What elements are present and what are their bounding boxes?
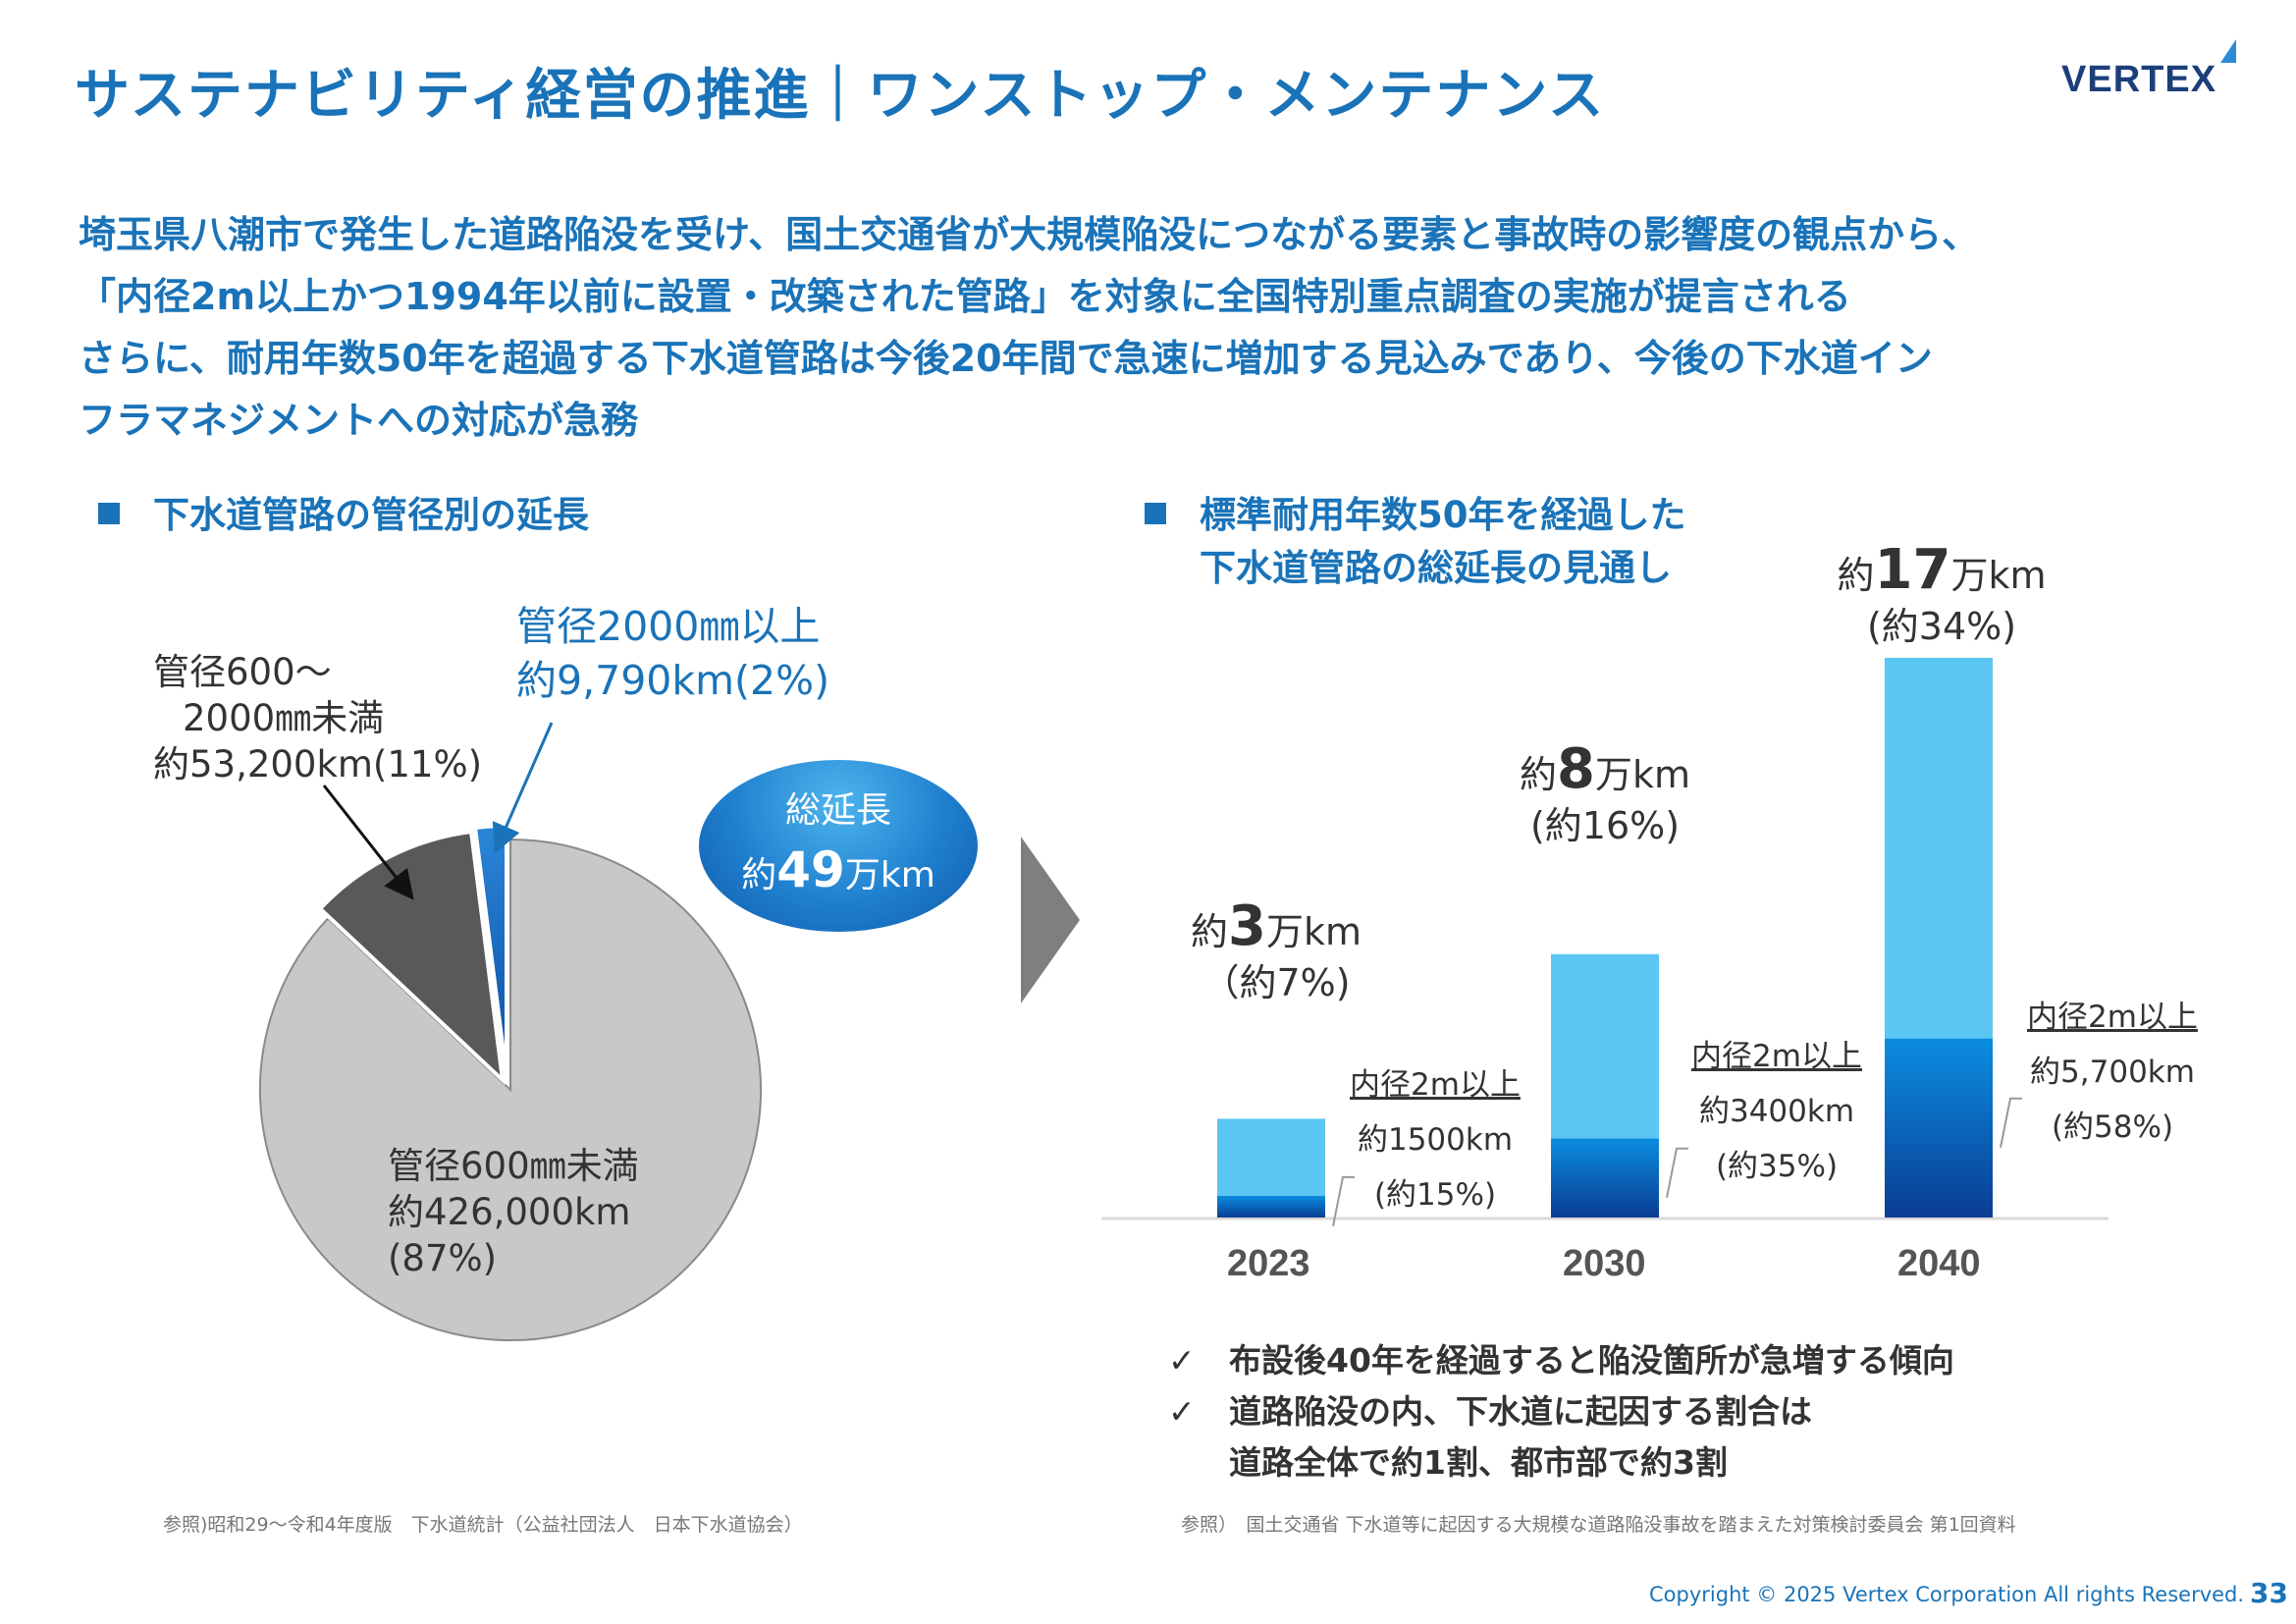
pie-label-line: 管径2000㎜以上 bbox=[516, 603, 821, 650]
right-reference: 参照） 国土交通省 下水道等に起因する大規模な道路陥没事故を踏まえた対策検討委員… bbox=[1181, 1514, 2016, 1536]
pie-label-medium: 管径600～ 2000㎜未満 約53,200km(11%) bbox=[153, 649, 482, 787]
right-section-heading: 標準耐用年数50年を経過した 下水道管路の総延長の見通し bbox=[1145, 489, 1686, 595]
page-title: サステナビリティ経営の推進｜ワンストップ・メンテナンス bbox=[75, 64, 1606, 128]
sub-label-value: 約3400km bbox=[1698, 1094, 1855, 1129]
intro-line: 埼玉県八潮市で発生した道路陥没を受け、国土交通省が大規模陥没につながる要素と事故… bbox=[79, 213, 1980, 256]
pie-slice-small-diameter bbox=[259, 838, 762, 1341]
stacked-bar-chart bbox=[1101, 658, 2109, 1227]
intro-line: 「内径2m以上かつ1994年以前に設置・改築された管路」を対象に全国特別重点調査… bbox=[79, 275, 1851, 318]
pie-label-line: 2000㎜未満 bbox=[183, 697, 385, 739]
x-tick-label: 2023 bbox=[1227, 1243, 1310, 1284]
copyright: Copyright © 2025 Vertex Corporation All … bbox=[1649, 1583, 2245, 1606]
square-bullet-icon bbox=[98, 502, 120, 524]
check-icon: ✓ bbox=[1168, 1392, 1196, 1431]
list-item: ✓ 道路陥没の内、下水道に起因する割合は bbox=[1168, 1386, 1954, 1437]
square-bullet-icon bbox=[1145, 502, 1166, 524]
check-icon: ✓ bbox=[1168, 1341, 1196, 1380]
bar-total-label-2023: 約3万km （約7%) bbox=[1158, 894, 1394, 1008]
bar-total-label-2040: 約17万km (約34%) bbox=[1824, 538, 2059, 652]
bar-segment-large-diameter-2040 bbox=[1885, 1038, 1993, 1218]
bar-total-line: 約17万km bbox=[1837, 538, 2047, 602]
total-value: 49 bbox=[776, 841, 845, 898]
chevron-right-icon bbox=[1021, 837, 1080, 1003]
intro-line: フラマネジメントへの対応が急務 bbox=[79, 399, 639, 442]
total-value-line: 約49万km bbox=[741, 841, 935, 898]
findings-list: ✓ 布設後40年を経過すると陥没箇所が急増する傾向 ✓ 道路陥没の内、下水道に起因す… bbox=[1168, 1335, 1954, 1489]
arrow-medium-icon bbox=[322, 785, 414, 900]
bar-total-pct: （約7%) bbox=[1201, 961, 1351, 1004]
intro-text: 埼玉県八潮市で発生した道路陥没を受け、国土交通省が大規模陥没につながる要素と事故… bbox=[79, 204, 2238, 452]
sub-label-title: 内径2m以上 bbox=[1350, 1067, 1521, 1103]
bar-total-label-2030: 約8万km (約16%) bbox=[1487, 737, 1723, 851]
sub-label-2040: 内径2m以上 約5,700km (約58%) bbox=[2004, 990, 2220, 1155]
bar-total-value: 3 bbox=[1228, 894, 1266, 958]
sub-label-title: 内径2m以上 bbox=[2027, 1000, 2198, 1035]
x-tick-label: 2030 bbox=[1563, 1243, 1646, 1284]
left-reference: 参照)昭和29～令和4年度版 下水道統計（公益社団法人 日本下水道協会） bbox=[163, 1514, 803, 1536]
sub-label-2030: 内径2m以上 約3400km (約35%) bbox=[1669, 1029, 1885, 1194]
bar-total-pct: (約16%) bbox=[1529, 804, 1681, 847]
pie-label-line: 約53,200km(11%) bbox=[153, 743, 483, 785]
list-item-continuation: 道路全体で約1割、都市部で約3割 bbox=[1229, 1443, 1728, 1482]
sub-label-pct: (約35%) bbox=[1715, 1149, 1839, 1184]
pie-label-line: 約426,000km bbox=[388, 1191, 631, 1233]
total-length-bubble: 総延長 約49万km bbox=[699, 760, 978, 932]
x-tick-label: 2040 bbox=[1897, 1243, 1981, 1284]
pie-label-line: 約9,790km(2%) bbox=[516, 657, 830, 704]
vertex-logo: VERTEX bbox=[2061, 59, 2217, 100]
bar-total-pct: (約34%) bbox=[1866, 605, 2017, 648]
bar-label-connector bbox=[2000, 1097, 2022, 1148]
bar-segment-other-2023 bbox=[1217, 1118, 1325, 1196]
list-item: ✓ 布設後40年を経過すると陥没箇所が急増する傾向 bbox=[1168, 1335, 1954, 1386]
pie-chart bbox=[259, 825, 762, 1341]
page-number: 33 bbox=[2250, 1577, 2288, 1609]
pie-slice-medium-diameter bbox=[317, 829, 506, 1086]
right-heading-line2: 下水道管路の総延長の見通し bbox=[1200, 547, 1672, 589]
sub-label-title: 内径2m以上 bbox=[1691, 1039, 1862, 1074]
pie-label-large: 管径2000㎜以上 約9,790km(2%) bbox=[516, 600, 829, 708]
total-label: 総延長 bbox=[784, 790, 891, 831]
pie-label-small: 管径600㎜未満 約426,000km (87%) bbox=[388, 1143, 639, 1281]
intro-line: さらに、耐用年数50年を超過する下水道管路は今後20年間で急速に増加する見込みで… bbox=[79, 337, 1933, 380]
bar-total-line: 約3万km bbox=[1190, 894, 1362, 958]
bar-total-value: 8 bbox=[1557, 737, 1595, 801]
sub-label-value: 約5,700km bbox=[2030, 1055, 2195, 1090]
bar-label-connector bbox=[1332, 1175, 1355, 1227]
arrow-large-icon bbox=[492, 722, 554, 854]
sub-label-2023: 内径2m以上 約1500km (約15%) bbox=[1327, 1057, 1543, 1222]
sub-label-pct: (約15%) bbox=[1373, 1177, 1497, 1213]
logo-mark-icon bbox=[2220, 39, 2236, 63]
pie-arrows bbox=[322, 722, 554, 900]
pie-label-line: 管径600～ bbox=[153, 651, 332, 693]
bar-total-line: 約8万km bbox=[1519, 737, 1690, 801]
pie-label-line: (87%) bbox=[388, 1237, 498, 1279]
sub-label-value: 約1500km bbox=[1357, 1122, 1514, 1158]
bar-label-connector bbox=[1666, 1147, 1688, 1198]
bar-segment-large-diameter-2023 bbox=[1217, 1195, 1325, 1218]
bar-segment-other-2040 bbox=[1885, 658, 1993, 1039]
pie-label-line: 管径600㎜未満 bbox=[388, 1145, 639, 1187]
bar-segment-large-diameter-2030 bbox=[1551, 1138, 1659, 1218]
bar-segment-other-2030 bbox=[1551, 953, 1659, 1139]
sub-label-pct: (約58%) bbox=[2051, 1110, 2174, 1145]
bar-total-value: 17 bbox=[1874, 538, 1951, 602]
left-section-heading: 下水道管路の管径別の延長 bbox=[98, 489, 589, 542]
